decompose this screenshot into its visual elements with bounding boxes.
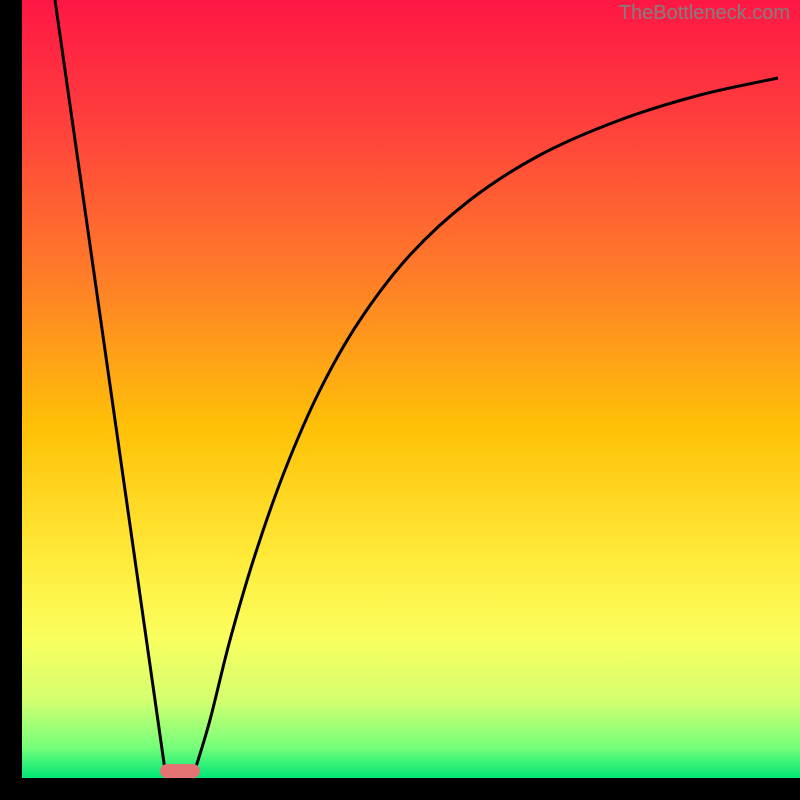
curve-overlay xyxy=(22,0,800,778)
curve-left-line xyxy=(55,0,165,770)
bottleneck-marker xyxy=(160,764,200,778)
plot-area xyxy=(22,0,800,778)
curve-right-path xyxy=(195,78,778,770)
chart-container: TheBottleneck.com xyxy=(0,0,800,800)
watermark-text: TheBottleneck.com xyxy=(619,2,790,25)
